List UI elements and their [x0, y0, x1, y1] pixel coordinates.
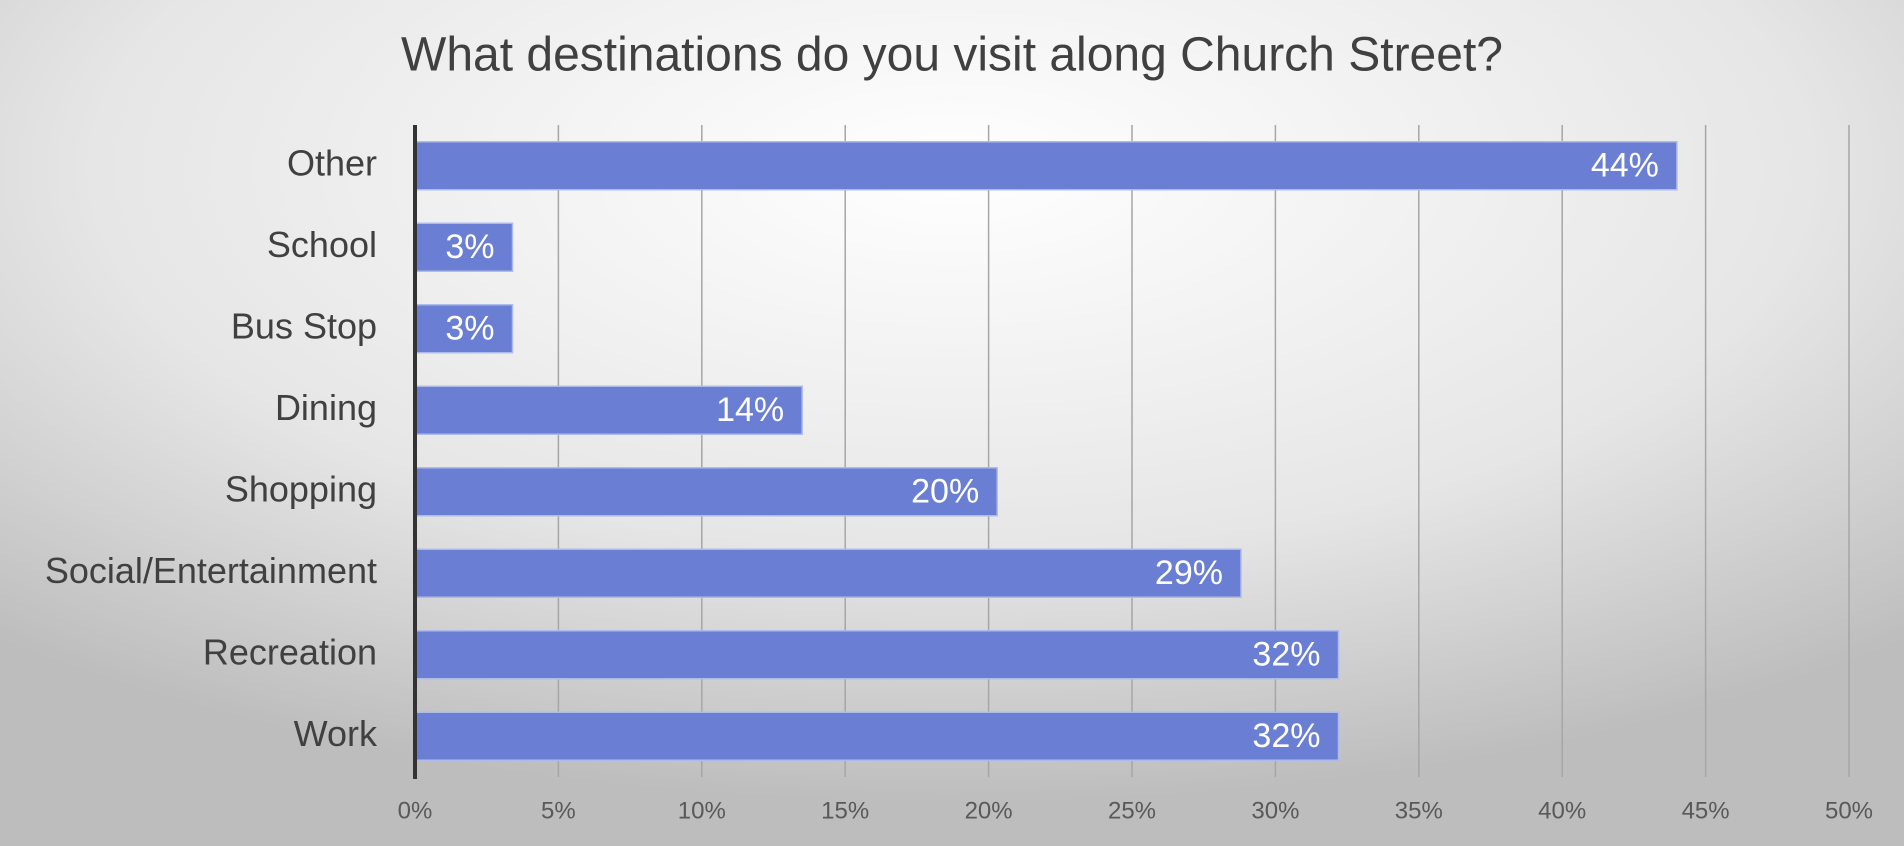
- x-tick-label: 20%: [965, 797, 1013, 824]
- data-label: 32%: [1252, 717, 1320, 755]
- data-label: 44%: [1591, 147, 1659, 185]
- bar: [414, 467, 998, 517]
- y-tick-label: Other: [287, 142, 377, 183]
- y-tick-label: Recreation: [203, 631, 377, 672]
- data-label: 14%: [716, 391, 784, 429]
- y-tick-label: Dining: [275, 387, 377, 428]
- x-tick-label: 0%: [398, 797, 433, 824]
- x-tick-label: 50%: [1825, 797, 1873, 824]
- data-label: 20%: [911, 473, 979, 511]
- x-tick-label: 45%: [1682, 797, 1730, 824]
- x-tick-label: 30%: [1251, 797, 1299, 824]
- bar: [414, 222, 514, 272]
- bar: [414, 711, 1340, 761]
- y-tick-label: Social/Entertainment: [45, 550, 377, 591]
- data-label: 32%: [1252, 636, 1320, 674]
- data-label: 29%: [1155, 554, 1223, 592]
- bar: [414, 548, 1242, 598]
- x-tick-label: 5%: [541, 797, 576, 824]
- bar: [414, 385, 803, 435]
- y-tick-label: Work: [294, 713, 378, 754]
- data-label: 3%: [445, 228, 494, 266]
- chart-title: What destinations do you visit along Chu…: [401, 29, 1503, 82]
- x-tick-label: 35%: [1395, 797, 1443, 824]
- x-tick-label: 10%: [678, 797, 726, 824]
- x-tick-label: 25%: [1108, 797, 1156, 824]
- y-tick-label: Bus Stop: [231, 305, 377, 346]
- bar: [414, 630, 1340, 680]
- y-tick-label: School: [267, 224, 377, 265]
- bar: [414, 141, 1678, 191]
- x-tick-label: 40%: [1538, 797, 1586, 824]
- y-tick-label: Shopping: [225, 468, 377, 509]
- x-tick-label: 15%: [821, 797, 869, 824]
- data-label: 3%: [445, 310, 494, 348]
